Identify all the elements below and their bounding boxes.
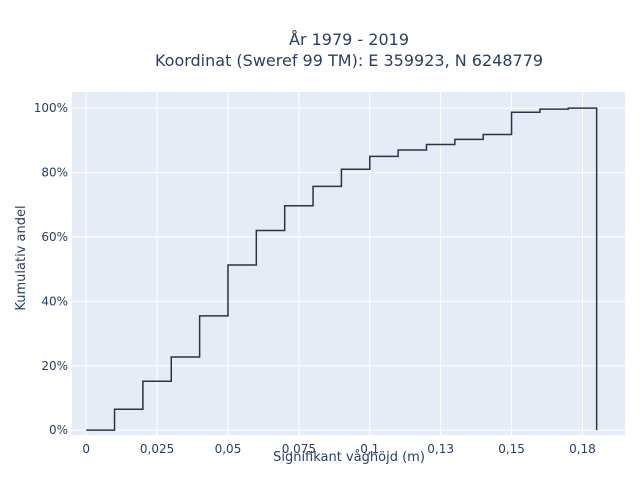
y-tick-label: 40% — [41, 294, 68, 308]
gridlines — [72, 92, 625, 435]
y-tick-label: 0% — [49, 423, 68, 437]
plot-area — [72, 92, 625, 435]
x-tick-label: 0,13 — [427, 442, 454, 456]
y-tick-label: 100% — [34, 101, 68, 115]
x-tick-label: 0,18 — [569, 442, 596, 456]
x-tick-label: 0 — [82, 442, 90, 456]
x-tick-label: 0,05 — [215, 442, 242, 456]
x-tick-label: 0,1 — [360, 442, 379, 456]
y-tick-label: 80% — [41, 166, 68, 180]
x-axis-title: Signifikant våghöjd (m) — [273, 450, 425, 465]
x-tick-label: 0,15 — [498, 442, 525, 456]
x-tick-label: 0,075 — [282, 442, 316, 456]
y-tick-label: 60% — [41, 230, 68, 244]
y-axis-title: Kumulativ andel — [14, 205, 29, 310]
x-tick-label: 0,025 — [140, 442, 174, 456]
chart-title-line-2: Koordinat (Sweref 99 TM): E 359923, N 62… — [155, 51, 543, 70]
chart-title-line-1: År 1979 - 2019 — [289, 30, 409, 49]
y-tick-label: 20% — [41, 359, 68, 373]
x-axis-ticks: 0 0,025 0,05 0,075 0,1 0,13 0,15 0,18 — [82, 442, 595, 456]
series-group — [86, 107, 598, 431]
chart-title: År 1979 - 2019 Koordinat (Sweref 99 TM):… — [155, 30, 543, 70]
y-axis-ticks: 0% 20% 40% 60% 80% 100% — [34, 101, 68, 437]
series-line — [86, 107, 598, 431]
